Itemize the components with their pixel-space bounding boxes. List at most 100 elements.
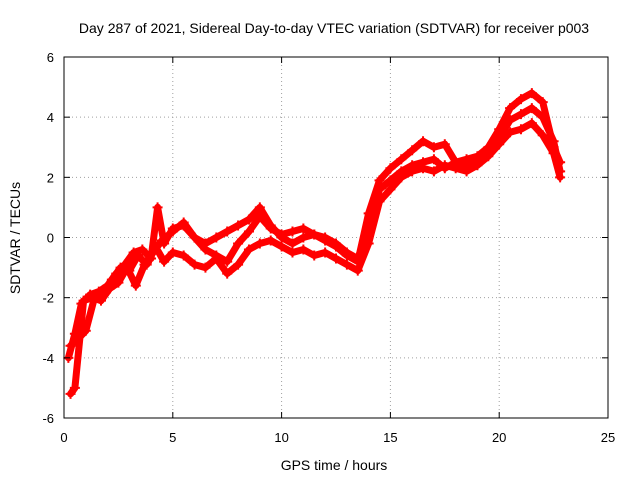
data-point bbox=[148, 247, 159, 258]
data-point bbox=[65, 388, 76, 399]
x-tick-label: 5 bbox=[169, 430, 176, 445]
data-point bbox=[341, 247, 352, 258]
data-point bbox=[265, 223, 276, 234]
data-point bbox=[298, 223, 309, 234]
data-point bbox=[352, 265, 363, 276]
data-point bbox=[385, 163, 396, 174]
data-point bbox=[396, 154, 407, 165]
data-point bbox=[159, 256, 170, 267]
data-point bbox=[428, 154, 439, 165]
x-tick-label: 10 bbox=[274, 430, 288, 445]
data-point bbox=[298, 232, 309, 243]
x-tick-label: 15 bbox=[383, 430, 397, 445]
series-line bbox=[64, 89, 564, 362]
data-point bbox=[537, 130, 548, 141]
data-point bbox=[78, 295, 89, 306]
data-point bbox=[276, 229, 287, 240]
data-point bbox=[265, 235, 276, 246]
data-point bbox=[526, 88, 537, 99]
data-point bbox=[156, 235, 167, 246]
data-point bbox=[189, 259, 200, 270]
y-tick-label: 4 bbox=[47, 110, 54, 125]
grid bbox=[64, 57, 608, 418]
y-tick-label: -6 bbox=[42, 411, 54, 426]
x-axis-label: GPS time / hours bbox=[281, 457, 388, 473]
data-point bbox=[428, 142, 439, 153]
data-point bbox=[494, 133, 505, 144]
data-point bbox=[222, 226, 233, 237]
data-point bbox=[287, 247, 298, 258]
data-point bbox=[515, 94, 526, 105]
data-point bbox=[418, 157, 429, 168]
data-point bbox=[233, 238, 244, 249]
data-point bbox=[428, 166, 439, 177]
data-point bbox=[137, 244, 148, 255]
data-point bbox=[152, 202, 163, 213]
data-point bbox=[385, 175, 396, 186]
y-tick-label: 0 bbox=[47, 231, 54, 246]
data-point bbox=[341, 259, 352, 270]
data-point bbox=[450, 157, 461, 168]
data-point bbox=[130, 280, 141, 291]
data-point bbox=[276, 241, 287, 252]
data-point bbox=[526, 118, 537, 129]
data-point bbox=[483, 148, 494, 159]
x-tick-label: 0 bbox=[60, 430, 67, 445]
data-point bbox=[167, 247, 178, 258]
data-point bbox=[374, 175, 385, 186]
data-point bbox=[122, 262, 133, 273]
data-point bbox=[87, 292, 98, 303]
y-tick-label: 2 bbox=[47, 170, 54, 185]
data-point bbox=[505, 103, 516, 114]
data-point bbox=[200, 262, 211, 273]
y-tick-label: -4 bbox=[42, 351, 54, 366]
data-point bbox=[132, 250, 143, 261]
data-point bbox=[200, 244, 211, 255]
data-point bbox=[309, 250, 320, 261]
data-point bbox=[178, 217, 189, 228]
data-point bbox=[233, 259, 244, 270]
data-point bbox=[189, 232, 200, 243]
data-point bbox=[320, 232, 331, 243]
data-point bbox=[222, 256, 233, 267]
data-point bbox=[254, 202, 265, 213]
data-point bbox=[211, 232, 222, 243]
series-trace-a bbox=[63, 88, 566, 363]
data-point bbox=[113, 277, 124, 288]
data-point bbox=[243, 244, 254, 255]
y-tick-label: 6 bbox=[47, 50, 54, 65]
data-point bbox=[548, 136, 559, 147]
axis-ticks: 0 5 10 15 20 25 -6 -4 -2 0 2 4 6 bbox=[42, 50, 615, 445]
series-trace-c bbox=[65, 103, 566, 399]
y-tick-label: -2 bbox=[42, 291, 54, 306]
y-axis-label: SDTVAR / TECUs bbox=[7, 182, 23, 294]
data-point bbox=[287, 226, 298, 237]
data-point bbox=[439, 163, 450, 174]
data-point bbox=[233, 220, 244, 231]
data-point bbox=[385, 184, 396, 195]
data-point bbox=[363, 223, 374, 234]
x-tick-label: 25 bbox=[601, 430, 615, 445]
data-point bbox=[461, 160, 472, 171]
data-point bbox=[407, 145, 418, 156]
data-point bbox=[439, 139, 450, 150]
data-point bbox=[320, 247, 331, 258]
data-point bbox=[352, 253, 363, 264]
data-point bbox=[243, 226, 254, 237]
data-point bbox=[472, 154, 483, 165]
data-point bbox=[167, 226, 178, 237]
x-tick-label: 20 bbox=[492, 430, 506, 445]
data-point bbox=[331, 238, 341, 249]
data-point bbox=[526, 103, 537, 114]
data-point bbox=[407, 160, 418, 171]
data-series bbox=[63, 88, 566, 399]
data-point bbox=[331, 253, 341, 264]
data-point bbox=[69, 382, 80, 393]
data-point bbox=[178, 250, 189, 261]
data-point bbox=[418, 136, 429, 147]
data-point bbox=[65, 340, 76, 351]
data-point bbox=[139, 259, 150, 270]
data-point bbox=[396, 166, 407, 177]
data-point bbox=[222, 268, 233, 279]
